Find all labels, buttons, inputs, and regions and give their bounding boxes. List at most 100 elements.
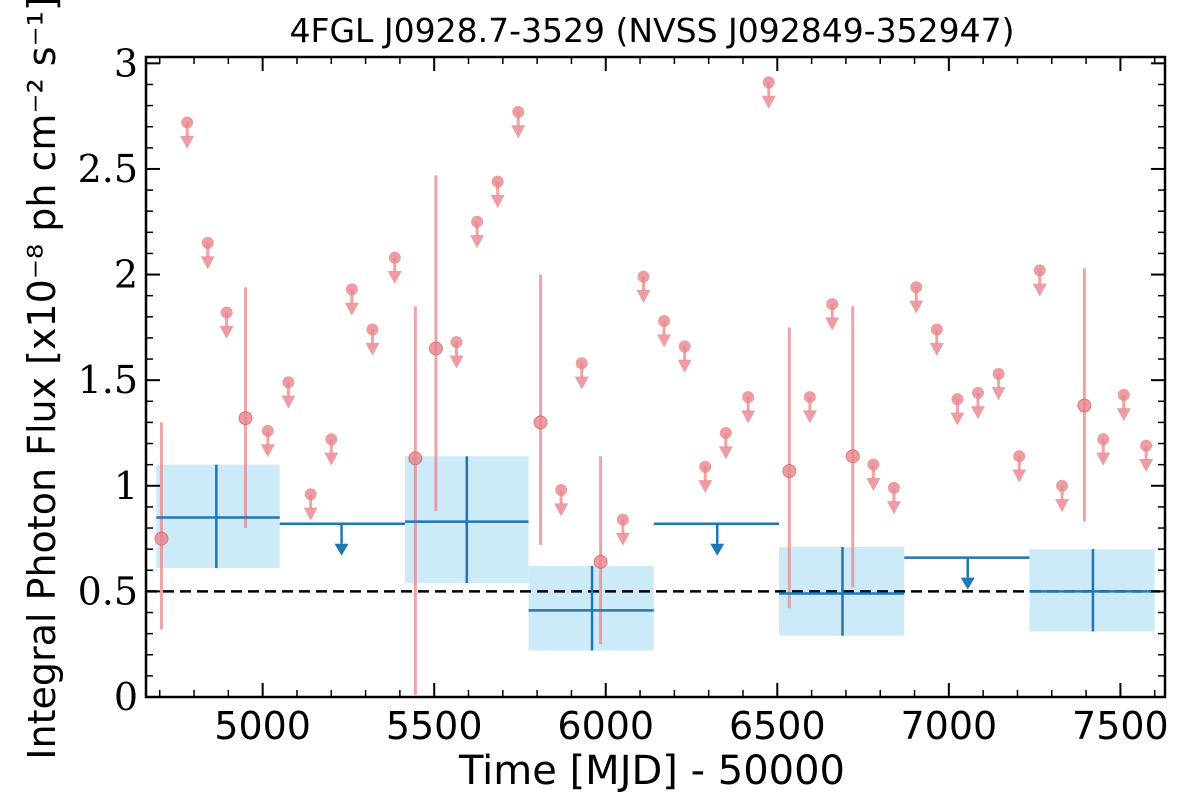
measurement-point xyxy=(593,554,608,569)
upper-limit-arrowhead xyxy=(219,325,234,339)
upper-limit-point xyxy=(1056,479,1069,492)
upper-limit-arrowhead xyxy=(1032,283,1047,297)
upper-limit-arrowhead xyxy=(303,507,318,521)
measurement-point xyxy=(782,463,797,478)
upper-limit-arrowhead xyxy=(929,342,944,356)
upper-limit-point xyxy=(325,433,338,446)
upper-limit-point xyxy=(388,251,401,264)
y-tick-label: 2.5 xyxy=(78,147,138,191)
measurement-point xyxy=(428,341,443,356)
upper-limit-point xyxy=(616,513,629,526)
upper-limit-arrowhead xyxy=(1055,499,1070,513)
upper-limit-point xyxy=(992,367,1005,380)
upper-limit-point xyxy=(366,323,379,336)
upper-limit-arrowhead xyxy=(741,410,756,424)
coarse-upper-limit-arrowhead xyxy=(710,543,725,556)
upper-limit-arrowhead xyxy=(718,446,733,460)
x-tick-label: 5500 xyxy=(386,704,483,748)
axes-frame xyxy=(144,55,1167,699)
upper-limit-arrowhead xyxy=(1012,469,1027,483)
upper-limit-arrowhead xyxy=(387,271,402,285)
upper-limit-point xyxy=(699,460,712,473)
upper-limit-arrowhead xyxy=(991,387,1006,401)
chart-title: 4FGL J0928.7-3529 (NVSS J092849-352947) xyxy=(290,11,1015,50)
upper-limit-arrowhead xyxy=(971,406,986,420)
upper-limit-arrowhead xyxy=(260,444,275,458)
upper-limit-point xyxy=(220,306,233,319)
x-tick-label: 7500 xyxy=(1072,704,1169,748)
upper-limit-arrowhead xyxy=(657,334,672,348)
upper-limit-point xyxy=(803,391,816,404)
y-tick-label: 2 xyxy=(114,253,138,297)
upper-limit-arrowhead xyxy=(615,532,630,546)
measurement-point xyxy=(408,451,423,466)
upper-limit-arrowhead xyxy=(324,452,339,466)
measurement-point xyxy=(845,449,860,464)
upper-limit-arrowhead xyxy=(909,300,924,314)
upper-limit-point xyxy=(951,393,964,406)
upper-limit-arrowhead xyxy=(1096,452,1111,466)
upper-limit-point xyxy=(719,426,732,439)
upper-limit-arrowhead xyxy=(1139,458,1154,472)
upper-limit-arrowhead xyxy=(365,342,380,356)
upper-limit-arrowhead xyxy=(344,302,359,316)
y-axis-label: Integral Photon Flux [x10⁻⁸ ph cm⁻² s⁻¹] xyxy=(20,0,64,760)
upper-limit-point xyxy=(1013,450,1026,463)
upper-limit-point xyxy=(575,357,588,370)
upper-limit-point xyxy=(826,298,839,311)
upper-limit-point xyxy=(930,323,943,336)
upper-limit-arrowhead xyxy=(470,235,485,249)
upper-limit-point xyxy=(910,281,923,294)
upper-limit-point xyxy=(261,424,274,437)
upper-limit-point xyxy=(304,488,317,501)
upper-limit-arrowhead xyxy=(574,376,589,390)
upper-limit-point xyxy=(867,458,880,471)
upper-limit-point xyxy=(201,236,214,249)
upper-limit-arrowhead xyxy=(950,412,965,426)
upper-limit-arrowhead xyxy=(698,480,713,494)
upper-limit-point xyxy=(762,76,775,89)
upper-limit-point xyxy=(345,283,358,296)
upper-limit-point xyxy=(678,340,691,353)
y-tick-label: 0 xyxy=(114,675,138,719)
measurement-point xyxy=(1077,398,1092,413)
upper-limit-point xyxy=(512,105,525,118)
upper-limit-point xyxy=(282,376,295,389)
upper-limit-arrowhead xyxy=(200,256,215,270)
coarse-upper-limit-arrowhead xyxy=(334,543,349,556)
upper-limit-point xyxy=(1097,433,1110,446)
upper-limit-point xyxy=(450,336,463,349)
upper-limit-point xyxy=(658,315,671,328)
x-axis-label: Time [MJD] - 50000 xyxy=(458,748,845,794)
upper-limit-point xyxy=(1140,439,1153,452)
upper-limit-arrowhead xyxy=(802,410,817,424)
upper-limit-arrowhead xyxy=(490,194,505,208)
upper-limit-arrowhead xyxy=(554,503,569,517)
coarse-upper-limit-arrowhead xyxy=(960,577,975,590)
y-tick-label: 3 xyxy=(114,41,138,85)
upper-limit-point xyxy=(471,215,484,228)
plot-area: 5000 5500 6000 6500 7000 7500 0 0.5 1 1.5 2 2.5 3 xyxy=(78,41,1169,748)
upper-limit-arrowhead xyxy=(866,478,881,492)
upper-limit-point xyxy=(1117,388,1130,401)
x-tick-label: 5000 xyxy=(214,704,311,748)
upper-limit-arrowhead xyxy=(825,317,840,331)
upper-limit-arrowhead xyxy=(636,290,651,304)
upper-limit-arrowhead xyxy=(886,501,901,515)
upper-limit-arrowhead xyxy=(449,355,464,369)
upper-limit-arrowhead xyxy=(511,125,526,139)
x-tick-label: 6500 xyxy=(729,704,826,748)
upper-limit-point xyxy=(181,116,194,129)
x-tick-label: 6000 xyxy=(557,704,654,748)
upper-limit-arrowhead xyxy=(281,395,296,409)
y-tick-label: 1 xyxy=(114,464,138,508)
upper-limit-arrowhead xyxy=(677,359,692,373)
upper-limit-point xyxy=(555,484,568,497)
y-tick-label: 1.5 xyxy=(78,358,138,402)
upper-limit-point xyxy=(491,175,504,188)
measurement-point xyxy=(238,411,253,426)
upper-limit-arrowhead xyxy=(180,135,195,149)
upper-limit-point xyxy=(637,270,650,283)
upper-limit-arrowhead xyxy=(761,95,776,109)
